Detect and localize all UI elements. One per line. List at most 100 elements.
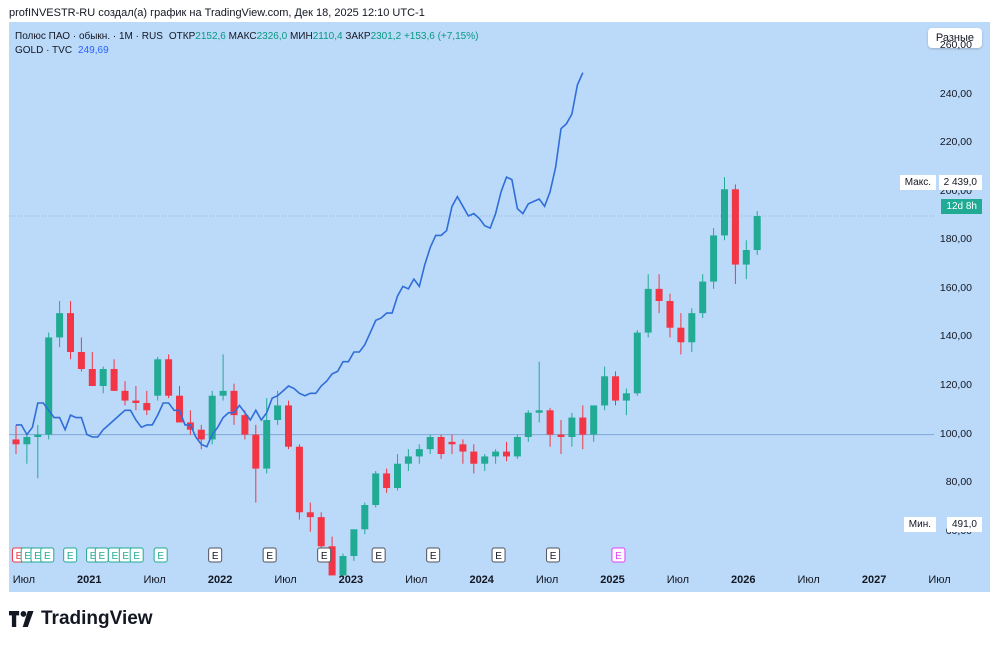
candle-body xyxy=(601,376,609,406)
candle-body xyxy=(295,446,303,513)
earnings-marker xyxy=(426,547,441,563)
tradingview-logo-icon xyxy=(9,611,34,627)
legend-low-value: 2110,4 xyxy=(312,31,343,42)
candle-body xyxy=(23,437,31,445)
candle-body xyxy=(230,390,238,416)
legend-gold-label[interactable]: GOLD · TVC xyxy=(15,45,73,56)
candle-body xyxy=(252,434,260,469)
legend: Полюс ПАО · обыкн. · 1M · RUS ОТКР2152,6… xyxy=(15,30,478,58)
candle-body xyxy=(699,281,707,314)
compare-mode-button[interactable]: Разные xyxy=(927,28,982,48)
min-label-tag: Мин. xyxy=(903,517,936,532)
earnings-marker xyxy=(129,547,144,563)
candle-body xyxy=(612,376,619,401)
y-tick-label: 160,00 xyxy=(939,281,972,294)
candle-body xyxy=(688,313,696,343)
countdown-tag: 12d 8h xyxy=(941,199,982,214)
earnings-marker xyxy=(262,547,277,563)
candle-body xyxy=(34,434,42,437)
candle-body xyxy=(241,415,249,435)
candle-body xyxy=(350,529,358,556)
earnings-marker-label: E xyxy=(24,551,31,562)
candle-body xyxy=(535,410,543,413)
y-tick-label: 80,00 xyxy=(945,476,972,489)
min-value-tag: 491,0 xyxy=(946,517,982,532)
x-tick-label: 2025 xyxy=(600,574,625,586)
earnings-marker-label: E xyxy=(16,551,23,562)
x-tick-label: 2026 xyxy=(731,574,756,586)
candle-body xyxy=(503,451,510,457)
earnings-marker xyxy=(40,547,55,563)
candle-body xyxy=(45,337,53,435)
candle-body xyxy=(633,332,641,394)
x-tick-label: 2021 xyxy=(77,574,102,586)
earnings-marker-label: E xyxy=(133,551,140,562)
y-tick-label: 180,00 xyxy=(939,233,972,246)
earnings-marker-label: E xyxy=(98,551,105,562)
candle-body xyxy=(590,405,598,435)
x-tick-label: 2024 xyxy=(469,574,494,586)
candle-body xyxy=(208,395,216,440)
earnings-marker-label: E xyxy=(67,551,74,562)
x-tick-label: Июл xyxy=(12,574,36,586)
earnings-marker-label: E xyxy=(430,551,437,562)
x-tick-label: Июл xyxy=(928,574,951,586)
candle-body xyxy=(110,369,118,391)
earnings-marker-label: E xyxy=(157,551,164,562)
earnings-marker-label: E xyxy=(34,551,41,562)
candle-body xyxy=(176,395,183,423)
earnings-marker-label: E xyxy=(550,551,557,562)
candle-body xyxy=(677,327,685,343)
candle-body xyxy=(622,393,630,401)
candle-body xyxy=(415,449,423,457)
candle-body xyxy=(67,313,74,352)
earnings-marker-label: E xyxy=(495,551,502,562)
y-tick-label: 220,00 xyxy=(939,136,972,149)
legend-close-value: 2301,2 xyxy=(370,31,402,42)
x-tick-label: Июл xyxy=(143,574,166,586)
x-tick-label: Июл xyxy=(797,574,820,586)
candle-body xyxy=(77,352,85,369)
candle-body xyxy=(710,235,718,282)
candle-body xyxy=(328,546,336,576)
legend-gold-value: 249,69 xyxy=(78,45,109,56)
x-tick-label: Июл xyxy=(535,574,559,586)
legend-symbol[interactable]: Полюс ПАО · обыкн. · 1M · RUS xyxy=(15,31,163,42)
candle-body xyxy=(655,288,663,301)
brand-name: TradingView xyxy=(41,608,153,629)
candle-body xyxy=(317,517,325,547)
y-tick-label: 240,00 xyxy=(939,87,972,100)
candle-body xyxy=(361,505,369,530)
max-label-tag: Макс. xyxy=(899,175,936,190)
earnings-marker xyxy=(611,547,626,563)
candle-body xyxy=(372,473,380,505)
candle-body xyxy=(219,390,227,396)
legend-open-value: 2152,6 xyxy=(195,31,226,42)
x-axis[interactable]: Июл 2021 Июл 2022 Июл 2023 Июл 2024 Июл 2025 Июл 20… xyxy=(9,570,990,592)
legend-close-label: ЗАКР xyxy=(345,31,371,42)
earnings-marker xyxy=(317,547,332,563)
x-tick-label: 2022 xyxy=(207,574,233,586)
y-tick-label: 120,00 xyxy=(939,379,972,391)
candle-body xyxy=(426,437,434,450)
earnings-marker-label: E xyxy=(266,551,273,562)
x-tick-label: Июл xyxy=(274,574,297,586)
x-tick-label: Июл xyxy=(405,574,428,586)
candle-body xyxy=(383,473,391,488)
candle-body xyxy=(470,451,478,464)
candle-body xyxy=(513,437,521,457)
max-value-tag: 2 439,0 xyxy=(938,175,982,190)
candle-body xyxy=(753,216,761,250)
tradingview-logo[interactable]: TradingView xyxy=(9,608,153,630)
earnings-marker-label: E xyxy=(112,551,119,562)
candle-body xyxy=(339,556,347,576)
y-tick-label: 140,00 xyxy=(939,330,972,343)
earnings-marker-label: E xyxy=(321,551,328,562)
candle-body xyxy=(666,301,674,328)
candle-body xyxy=(285,405,292,447)
earnings-marker-label: E xyxy=(90,551,97,562)
candle-body xyxy=(165,359,173,396)
legend-change: +153,6 (+7,15%) xyxy=(403,31,479,42)
